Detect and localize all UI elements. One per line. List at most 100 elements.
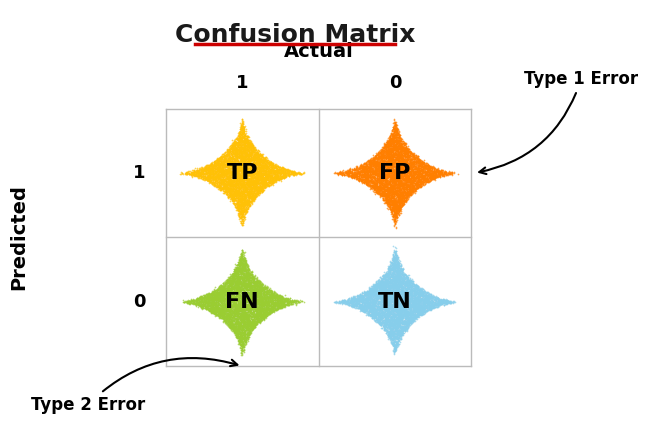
- Point: [209, 306, 219, 313]
- Point: [428, 298, 439, 305]
- Point: [373, 289, 384, 295]
- Point: [391, 325, 402, 332]
- Point: [198, 174, 208, 181]
- Point: [211, 162, 221, 168]
- Point: [203, 176, 214, 183]
- Point: [361, 177, 372, 184]
- Point: [407, 185, 417, 192]
- Point: [252, 318, 262, 325]
- Point: [228, 200, 239, 206]
- Point: [378, 291, 388, 298]
- Point: [245, 156, 256, 162]
- Point: [238, 171, 248, 178]
- Point: [261, 175, 271, 182]
- Point: [238, 156, 249, 162]
- Point: [276, 167, 287, 174]
- Point: [208, 291, 218, 298]
- Point: [241, 318, 252, 325]
- Point: [389, 123, 400, 130]
- Point: [247, 314, 258, 321]
- Point: [395, 201, 405, 208]
- Point: [268, 297, 278, 304]
- Point: [229, 174, 239, 181]
- Point: [391, 169, 402, 176]
- Point: [389, 136, 400, 143]
- Point: [406, 276, 417, 283]
- Point: [385, 138, 395, 145]
- Point: [256, 152, 267, 159]
- Point: [413, 158, 424, 165]
- Point: [248, 321, 258, 327]
- Point: [361, 170, 372, 177]
- Point: [376, 297, 387, 304]
- Point: [231, 305, 241, 312]
- Point: [393, 169, 404, 176]
- Point: [391, 175, 401, 182]
- Point: [251, 192, 261, 199]
- Point: [414, 182, 424, 189]
- Point: [386, 339, 397, 346]
- Point: [273, 302, 284, 308]
- Point: [406, 165, 416, 172]
- Point: [210, 181, 221, 188]
- Point: [398, 274, 409, 281]
- Point: [409, 184, 419, 191]
- Point: [233, 313, 243, 320]
- Point: [214, 283, 224, 290]
- Point: [406, 162, 417, 169]
- Point: [251, 285, 262, 292]
- Point: [386, 130, 396, 137]
- Point: [237, 124, 247, 130]
- Point: [262, 286, 272, 292]
- Point: [386, 307, 397, 314]
- Point: [251, 318, 261, 324]
- Point: [363, 301, 374, 308]
- Point: [235, 184, 245, 191]
- Point: [391, 281, 402, 288]
- Point: [251, 149, 262, 156]
- Point: [248, 169, 258, 176]
- Point: [242, 301, 252, 308]
- Point: [376, 159, 387, 165]
- Point: [402, 152, 413, 159]
- Point: [424, 295, 434, 302]
- Point: [355, 168, 365, 175]
- Point: [402, 154, 412, 161]
- Point: [386, 150, 396, 157]
- Point: [271, 173, 281, 180]
- Point: [241, 334, 251, 340]
- Point: [408, 186, 418, 193]
- Point: [410, 156, 420, 163]
- Point: [184, 171, 195, 178]
- Point: [258, 178, 269, 184]
- Point: [356, 170, 366, 177]
- Point: [230, 183, 240, 190]
- Point: [384, 195, 394, 202]
- Point: [243, 329, 254, 336]
- Point: [223, 161, 233, 168]
- Point: [404, 301, 415, 308]
- Point: [230, 315, 241, 322]
- Point: [219, 188, 230, 195]
- Point: [221, 186, 231, 193]
- Point: [378, 320, 388, 327]
- Point: [239, 131, 250, 138]
- Point: [201, 168, 212, 175]
- Point: [212, 295, 222, 302]
- Point: [350, 173, 360, 180]
- Point: [254, 317, 265, 324]
- Point: [383, 299, 393, 306]
- Point: [411, 182, 421, 189]
- Point: [403, 278, 413, 285]
- Point: [232, 275, 242, 282]
- Point: [267, 175, 278, 181]
- Point: [252, 282, 263, 289]
- Point: [225, 324, 236, 331]
- Point: [390, 248, 400, 254]
- Point: [397, 191, 408, 198]
- Point: [236, 198, 247, 205]
- Point: [270, 177, 280, 184]
- Point: [436, 297, 447, 304]
- Point: [393, 297, 404, 304]
- Point: [219, 180, 229, 187]
